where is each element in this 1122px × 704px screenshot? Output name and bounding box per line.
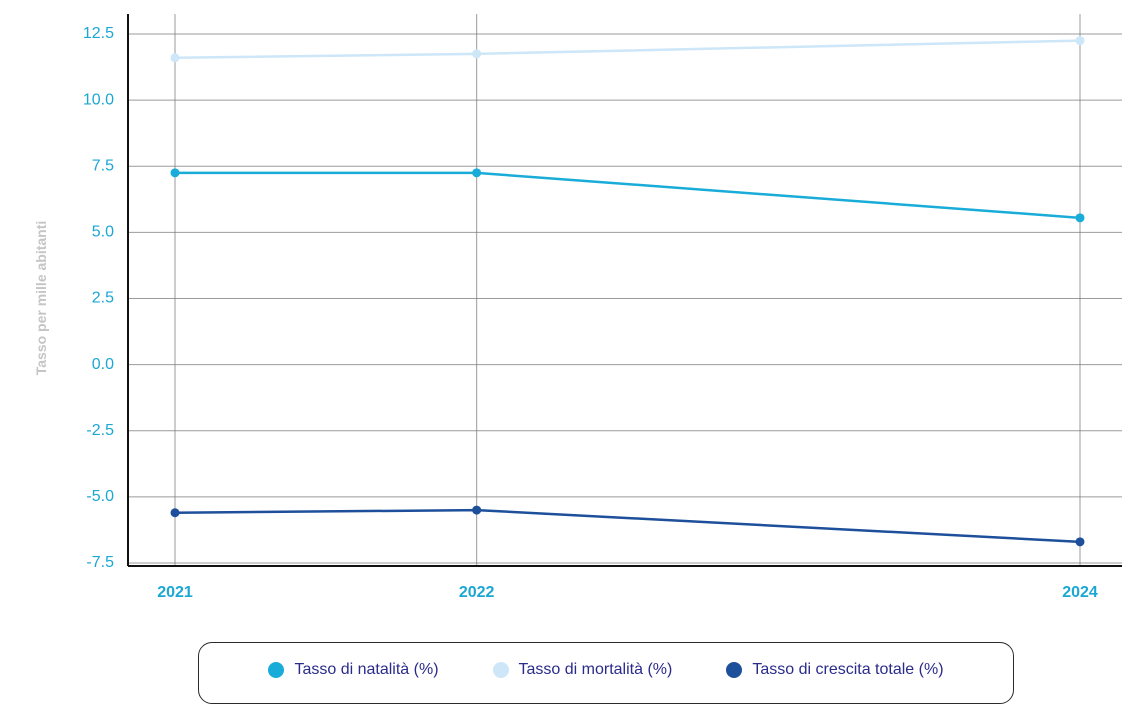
- x-tick-label: 2024: [1062, 584, 1098, 601]
- series-line-birth-rate: [173, 171, 1082, 220]
- data-point-total-growth-rate: [472, 505, 482, 515]
- legend-swatch-birth-rate: [268, 662, 285, 678]
- data-point-birth-rate: [1075, 213, 1085, 223]
- y-tick-label: 12.5: [83, 25, 114, 42]
- x-tick-label: 2022: [459, 584, 495, 601]
- legend-item-total-growth-rate: Tasso di crescita totale (%): [726, 661, 944, 679]
- legend-item-mortality-rate: Tasso di mortalità (%): [492, 661, 673, 679]
- series-line-total-growth-rate: [173, 508, 1082, 544]
- legend-label-birth-rate: Tasso di natalità (%): [294, 661, 439, 678]
- series-group: [170, 36, 1085, 547]
- x-tick-label: 2021: [157, 584, 193, 601]
- y-tick-label: 7.5: [92, 157, 114, 174]
- y-axis-ticks: 12.5 10.0 7.5 5.0 2.5 0.0 -2.5 -5.0 -7.5: [83, 25, 114, 571]
- legend-item-birth-rate: Tasso di natalità (%): [268, 661, 439, 679]
- legend-label-mortality-rate: Tasso di mortalità (%): [518, 661, 673, 678]
- data-point-birth-rate: [170, 168, 180, 178]
- data-point-birth-rate: [472, 168, 482, 178]
- y-tick-label: 2.5: [92, 290, 114, 307]
- legend-items: Tasso di natalità (%) Tasso di mortalità…: [199, 661, 1013, 679]
- data-point-mortality-rate: [170, 53, 180, 63]
- legend-label-total-growth-rate: Tasso di crescita totale (%): [752, 661, 944, 678]
- data-point-total-growth-rate: [170, 508, 180, 518]
- x-axis-ticks: 2021 2022 2024: [157, 584, 1098, 601]
- y-tick-label: -7.5: [86, 554, 114, 571]
- grid: [128, 14, 1122, 566]
- data-point-mortality-rate: [472, 49, 482, 59]
- legend-swatch-total-growth-rate: [726, 662, 743, 678]
- data-point-mortality-rate: [1075, 36, 1085, 46]
- legend-swatch-mortality-rate: [492, 662, 509, 678]
- legend: Tasso di natalità (%) Tasso di mortalità…: [198, 642, 1014, 704]
- y-tick-label: 0.0: [92, 356, 114, 373]
- y-axis-title: Tasso per mille abitanti: [33, 221, 49, 376]
- y-tick-label: 5.0: [92, 224, 114, 241]
- data-point-total-growth-rate: [1075, 537, 1085, 547]
- y-tick-label: -5.0: [86, 488, 114, 505]
- y-tick-label: 10.0: [83, 91, 114, 108]
- series-line-mortality-rate: [173, 39, 1082, 60]
- y-tick-label: -2.5: [86, 422, 114, 439]
